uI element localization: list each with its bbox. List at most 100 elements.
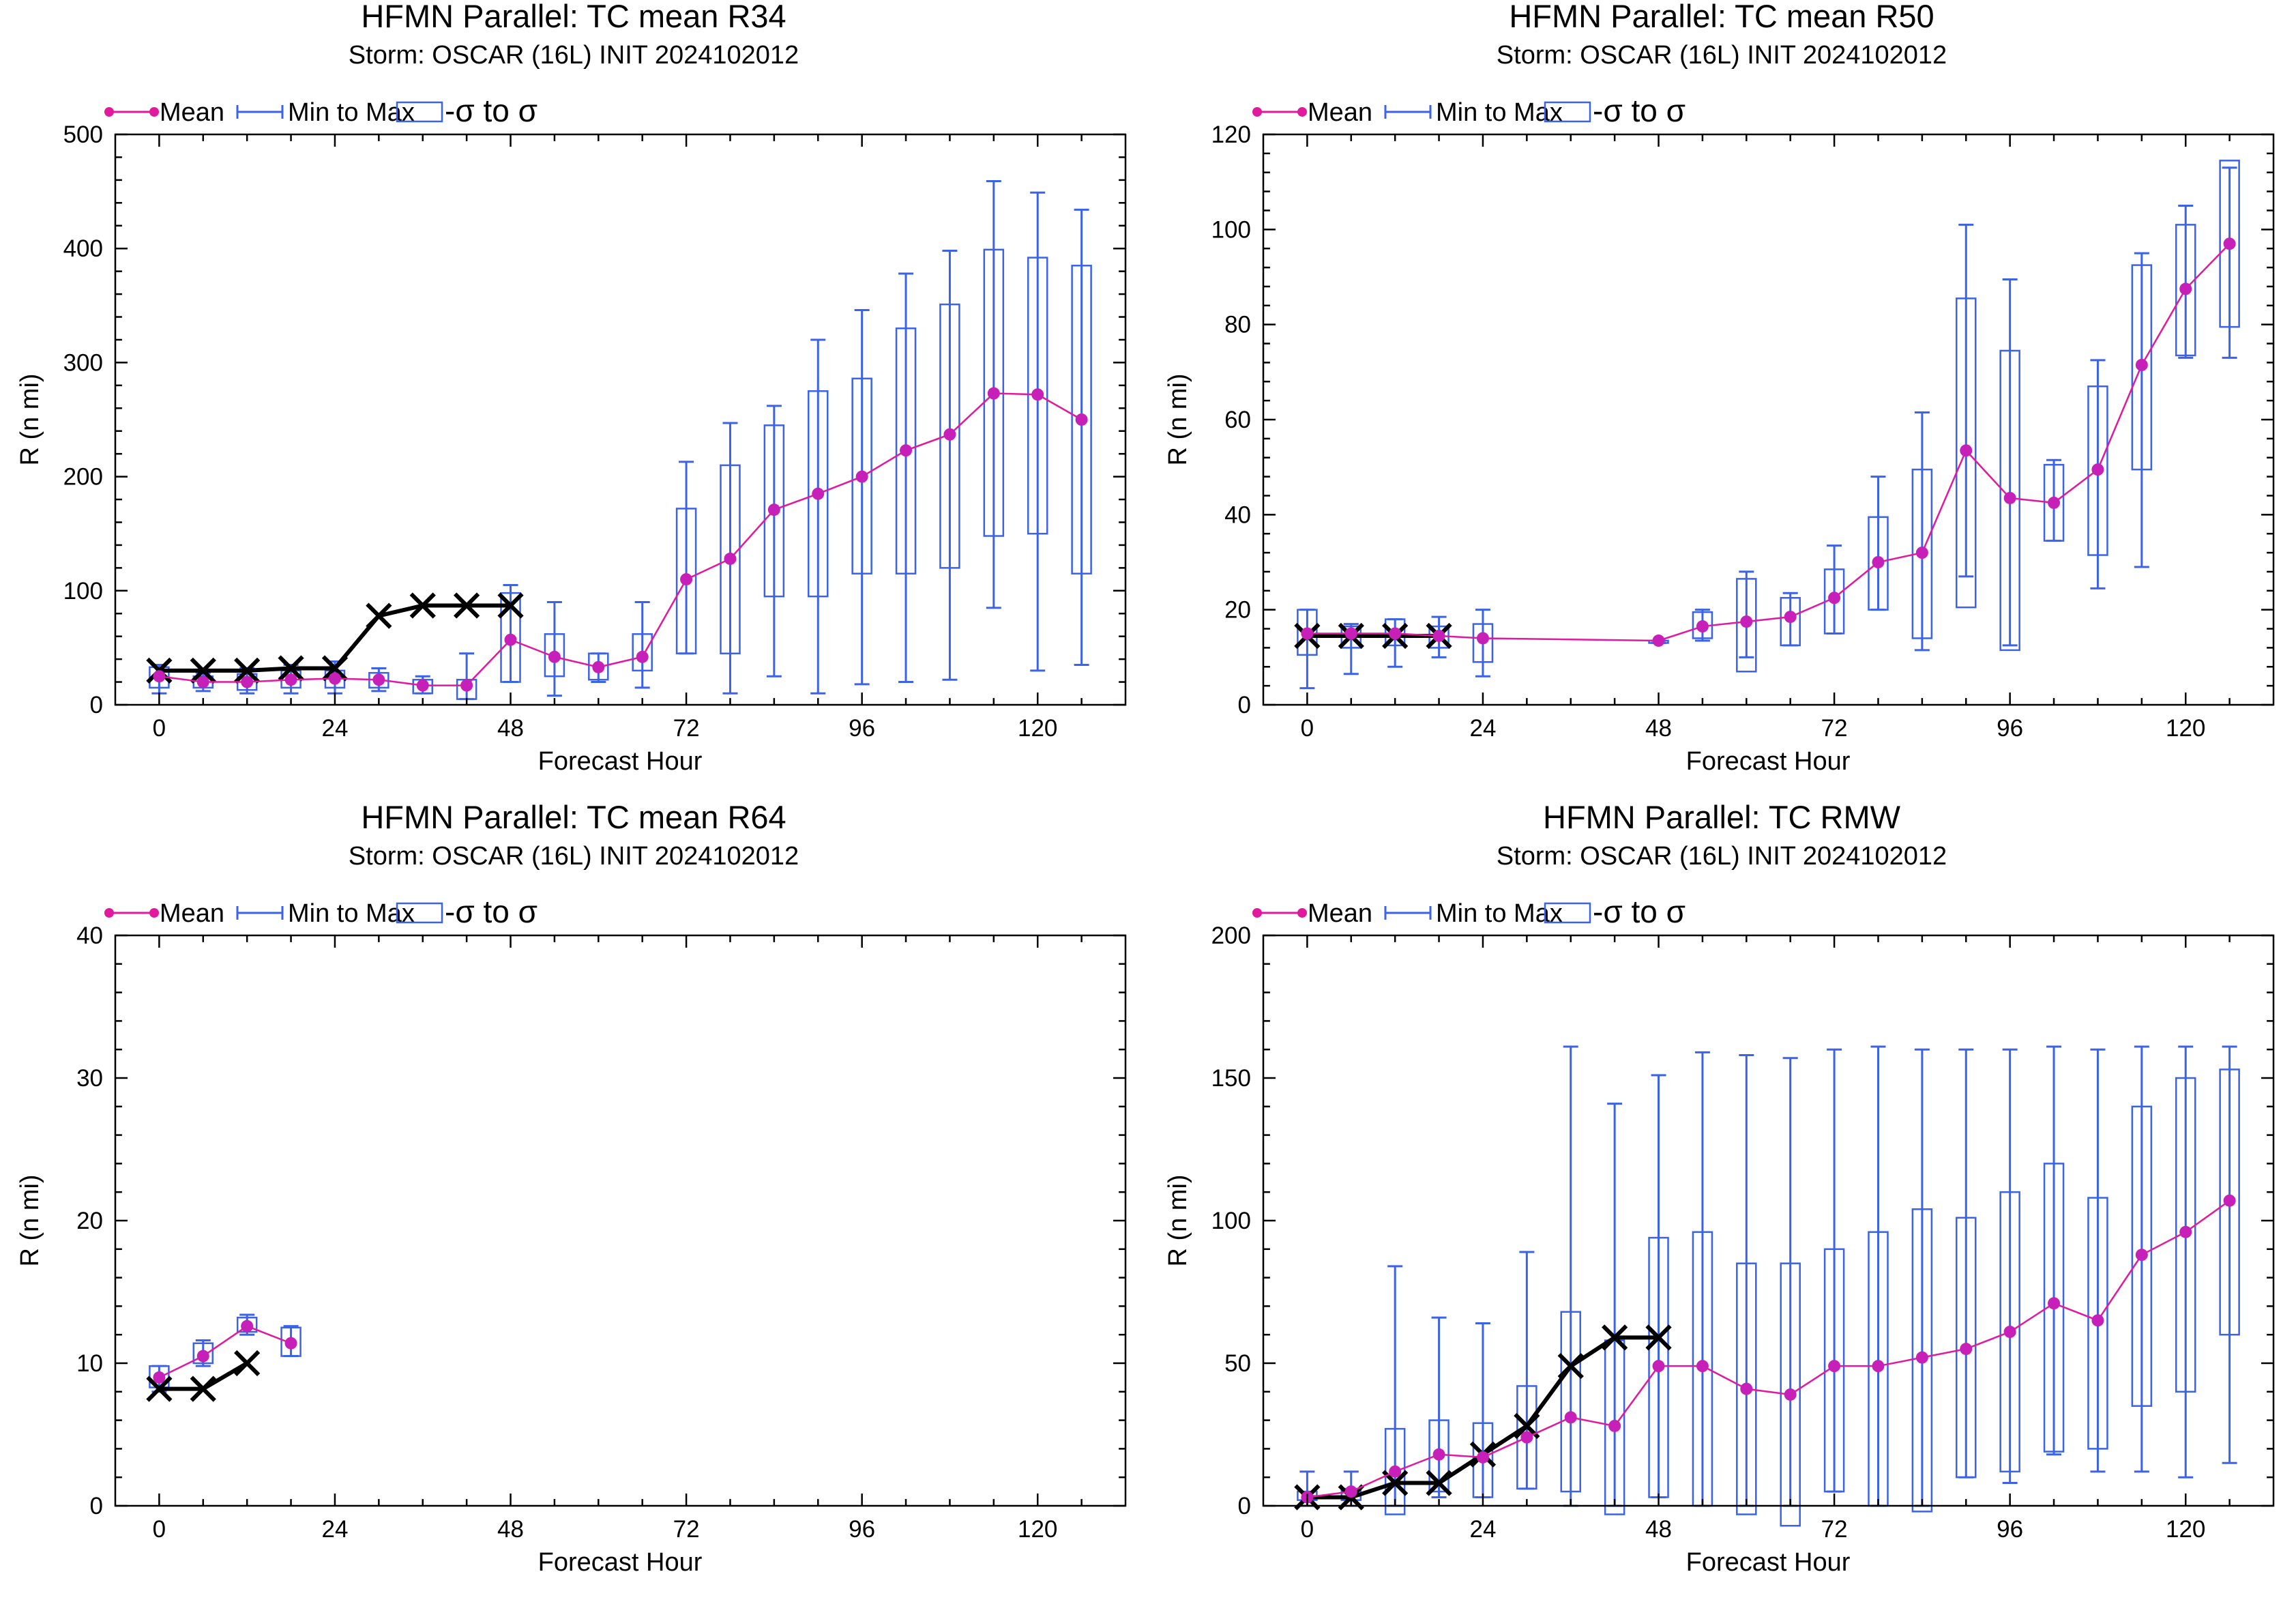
mean-point [900, 444, 913, 457]
x-tick-label: 48 [1645, 1516, 1672, 1543]
x-tick-label: 120 [1018, 715, 1057, 742]
mean-point [2135, 358, 2148, 371]
y-axis-label: R (n mi) [16, 1174, 44, 1266]
mean-point [1960, 1343, 1973, 1356]
x-tick-label: 0 [153, 715, 166, 742]
legend-sigma-box [396, 902, 443, 924]
observed-x-stroke [190, 1375, 216, 1402]
r50-chart: HFMN Parallel: TC mean R50 Storm: OSCAR … [1164, 0, 2275, 776]
axis-ticks: 0 24 48 72 96 120 0 20 40 60 80 100 120 [1211, 121, 2273, 742]
y-tick-label: 150 [1211, 1065, 1251, 1092]
observed-x-marker [1645, 1324, 1672, 1351]
axis-ticks: 0 24 48 72 96 120 0 100 200 300 400 500 [63, 121, 1125, 742]
r64-chart: HFMN Parallel: TC mean R64 Storm: OSCAR … [16, 801, 1127, 1577]
y-tick-label: 20 [76, 1208, 103, 1234]
y-tick-label: 50 [1224, 1350, 1251, 1377]
observed-x-stroke [321, 655, 349, 682]
r34-chart-panel: HFMN Parallel: TC mean R34 Storm: OSCAR … [0, 0, 1148, 801]
legend-mean-marker-right [1297, 908, 1307, 918]
legend-minmax-label: Min to Max [1436, 98, 1563, 127]
y-axis-label: R (n mi) [1164, 373, 1192, 465]
observed-x-stroke [1382, 1470, 1409, 1496]
chart-title: HFMN Parallel: TC mean R50 [1509, 0, 1934, 34]
y-tick-label: 200 [1211, 922, 1251, 949]
observed-x-marker [190, 657, 216, 684]
mean-point [1960, 444, 1973, 457]
mean-point [284, 673, 297, 686]
mean-point [328, 672, 341, 685]
chart-title: HFMN Parallel: TC mean R64 [361, 801, 786, 835]
y-tick-label: 40 [76, 922, 103, 949]
minmax-whiskers [151, 180, 1089, 701]
x-tick-label: 48 [497, 715, 524, 742]
x-tick-label: 72 [1821, 715, 1848, 742]
r50-chart-panel: HFMN Parallel: TC mean R50 Storm: OSCAR … [1148, 0, 2296, 801]
plot-frame [114, 934, 1127, 1507]
mean-point [1520, 1431, 1533, 1444]
r64-chart-panel: HFMN Parallel: TC mean R64 Storm: OSCAR … [0, 801, 1148, 1602]
observed-x-stroke [497, 592, 524, 619]
minmax-whiskers [151, 1313, 299, 1393]
mean-point [2048, 496, 2061, 509]
mean-point [724, 552, 737, 565]
legend-minmax-label: Min to Max [288, 98, 415, 127]
mean-point [1696, 1360, 1709, 1373]
mean-point [241, 675, 254, 688]
mean-series [153, 387, 1088, 692]
mean-point [680, 573, 693, 586]
mean-point [1915, 1351, 1928, 1364]
x-tick-label: 48 [1645, 715, 1672, 742]
axis-ticks: 0 24 48 72 96 120 0 50 100 150 200 [1211, 922, 2273, 1543]
observed-x-marker [234, 1350, 261, 1377]
x-tick-label: 72 [673, 1516, 700, 1543]
mean-point [2179, 1225, 2192, 1238]
mean-point [1075, 413, 1088, 426]
x-tick-label: 120 [2166, 715, 2205, 742]
legend: Mean Min to Max -σ to σ [104, 894, 538, 929]
x-tick-label: 24 [1469, 715, 1496, 742]
x-tick-label: 72 [1821, 1516, 1848, 1543]
axis-ticks: 0 24 48 72 96 120 0 10 20 30 40 [76, 922, 1125, 1543]
observed-track [146, 1350, 261, 1402]
observed-x-stroke [1602, 1324, 1628, 1351]
chart-title: HFMN Parallel: TC RMW [1543, 801, 1901, 835]
observed-x-stroke [454, 592, 480, 619]
legend-sigma-box [396, 101, 443, 123]
y-tick-label: 0 [90, 1493, 103, 1519]
mean-point [2135, 1249, 2148, 1262]
observed-x-stroke [366, 602, 392, 629]
mean-point [2179, 282, 2192, 295]
x-tick-label: 24 [1469, 1516, 1496, 1543]
legend-mean-marker-left [104, 908, 114, 918]
y-axis-label: R (n mi) [1164, 1174, 1192, 1266]
legend-mean-label: Mean [1308, 899, 1372, 928]
mean-point [460, 679, 473, 692]
y-tick-label: 500 [63, 121, 103, 148]
observed-x-marker [1557, 1353, 1584, 1380]
observed-x-marker [146, 1375, 173, 1402]
x-tick-label: 72 [673, 715, 700, 742]
mean-point [1031, 388, 1044, 401]
x-tick-label: 24 [321, 715, 348, 742]
y-tick-label: 400 [63, 235, 103, 262]
mean-line [158, 1325, 292, 1379]
y-tick-label: 80 [1224, 312, 1251, 338]
y-tick-label: 30 [76, 1065, 103, 1092]
y-tick-label: 10 [76, 1350, 103, 1377]
observed-x-stroke [1645, 1324, 1672, 1351]
y-tick-label: 120 [1211, 121, 1251, 148]
observed-x-stroke [1557, 1353, 1584, 1380]
mean-point [1872, 556, 1885, 568]
mean-point [767, 504, 780, 516]
mean-point [1608, 1419, 1621, 1432]
mean-line [1307, 243, 2231, 642]
mean-point [1784, 1388, 1797, 1401]
y-tick-label: 0 [1238, 692, 1251, 718]
mean-point [987, 387, 1000, 400]
x-tick-label: 48 [497, 1516, 524, 1543]
mean-point [1740, 1382, 1753, 1395]
mean-series [1301, 237, 2236, 647]
legend-mean-marker-left [104, 107, 114, 117]
mean-point [153, 1371, 166, 1384]
legend-sigma-label: -σ to σ [1593, 894, 1686, 929]
